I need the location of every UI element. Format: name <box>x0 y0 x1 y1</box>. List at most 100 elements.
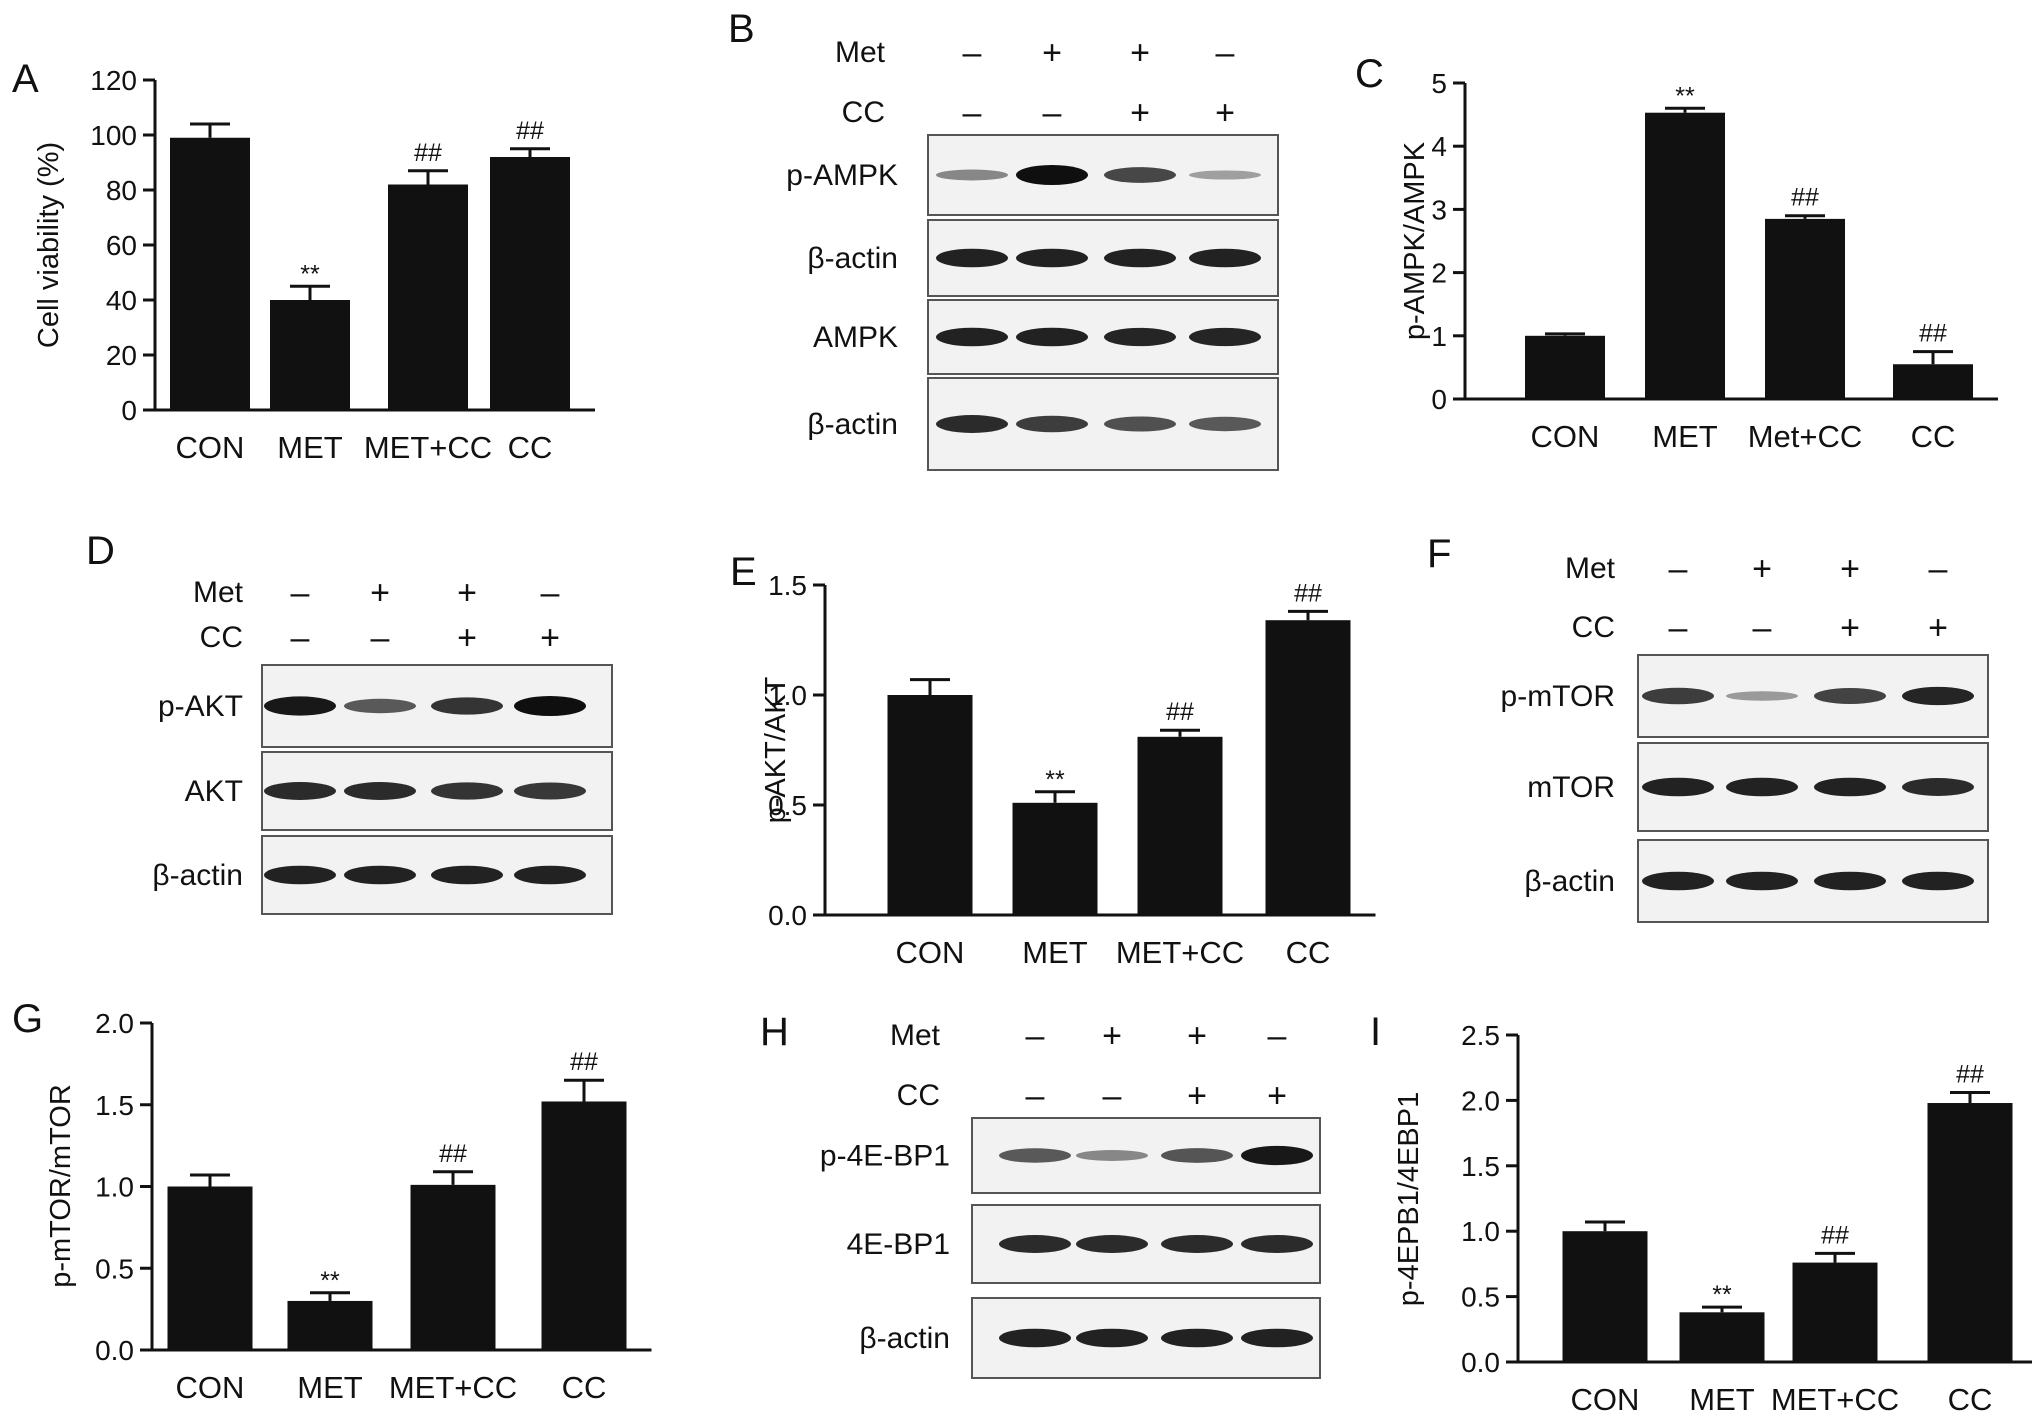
panel-letter-g: G <box>12 997 43 1041</box>
y-tick-label: 60 <box>106 230 137 261</box>
blot-b: Met – + + – CC – – + + p-AMPK β-actin AMPK β-actin <box>786 34 1279 471</box>
category-label: CON <box>1571 1382 1640 1417</box>
blot-band <box>999 1148 1071 1163</box>
panel-letter-i: I <box>1370 1010 1381 1054</box>
significance-mark: ## <box>1956 1061 1984 1089</box>
blot-row-label: β-actin <box>859 1322 950 1355</box>
treatment-label: Met <box>890 1019 941 1052</box>
significance-mark: ** <box>300 260 320 288</box>
bar-cc <box>1265 620 1351 915</box>
blot-band <box>999 1235 1071 1253</box>
treatment-sign: – <box>1753 609 1772 647</box>
treatment-sign: + <box>370 574 390 612</box>
chart-i: 0.0 0.5 1.0 1.5 2.0 2.5 p-4EPB1/4EBP1 CON ** MET #… <box>1393 1020 2032 1417</box>
y-axis-label: p-AMPK/AMPK <box>1399 141 1431 340</box>
y-tick-label: 1.5 <box>1461 1151 1500 1182</box>
treatment-sign: + <box>1102 1017 1122 1055</box>
blot-band <box>344 782 416 800</box>
y-tick-label: 0.0 <box>1461 1347 1500 1378</box>
blot-band <box>431 782 503 800</box>
blot-row-label: β-actin <box>152 859 243 892</box>
bar-con <box>170 137 250 410</box>
y-tick-label: 80 <box>106 175 137 206</box>
treatment-sign: – <box>371 619 390 657</box>
treatment-label: CC <box>200 621 243 654</box>
treatment-sign: – <box>1026 1077 1045 1115</box>
blot-row-label: p-4E-BP1 <box>820 1140 950 1173</box>
treatment-sign: + <box>1130 34 1150 72</box>
blot-band <box>1161 1235 1233 1253</box>
treatment-label: CC <box>897 1079 940 1112</box>
significance-mark: ## <box>1294 579 1322 607</box>
blot-band <box>1642 777 1714 797</box>
treatment-sign: + <box>1187 1077 1207 1115</box>
blot-band <box>1104 327 1176 347</box>
blot-band <box>999 1328 1071 1348</box>
y-axis-label: p-4EPB1/4EBP1 <box>1393 1092 1425 1306</box>
bar-con <box>167 1186 253 1350</box>
bar-cc <box>541 1101 627 1350</box>
treatment-label: Met <box>835 36 886 69</box>
treatment-label: Met <box>1565 552 1616 585</box>
blot-band <box>1104 248 1176 268</box>
category-label: CON <box>176 1370 245 1405</box>
blot-band <box>1076 1235 1148 1253</box>
bar-met-cc <box>410 1184 496 1350</box>
category-label: CC <box>1286 935 1331 970</box>
treatment-sign: + <box>1187 1017 1207 1055</box>
bar-met <box>1679 1312 1765 1362</box>
significance-mark: ## <box>1166 698 1194 726</box>
y-tick-label: 1.0 <box>1461 1216 1500 1247</box>
blot-row-label: AMPK <box>813 321 898 354</box>
blot-band <box>264 865 336 885</box>
treatment-sign: + <box>457 619 477 657</box>
category-label: MET <box>1022 935 1088 970</box>
significance-mark: ## <box>516 117 544 145</box>
bar-con <box>1525 335 1605 399</box>
panel-letter-a: A <box>12 57 39 101</box>
blot-f: Met – + + – CC – – + + p-mTOR mTOR β-actin <box>1501 550 1989 923</box>
y-tick-label: 1 <box>1431 321 1447 352</box>
chart-e: 0.0 0.5 1.0 1.5 p-AKT/AKT CON ** MET ## MET+CC ## C… <box>760 570 1376 970</box>
blot-band <box>1189 248 1261 268</box>
category-label: MET+CC <box>364 430 492 465</box>
bar-met <box>287 1300 373 1350</box>
treatment-sign: – <box>1103 1077 1122 1115</box>
treatment-sign: – <box>1216 34 1235 72</box>
category-label: CC <box>1911 419 1956 454</box>
significance-mark: ** <box>320 1267 340 1295</box>
treatment-sign: – <box>1669 550 1688 588</box>
treatment-label: CC <box>842 96 885 129</box>
blot-band <box>1076 1328 1148 1348</box>
treatment-sign: + <box>1130 94 1150 132</box>
blot-band <box>1189 416 1261 432</box>
significance-mark: ## <box>570 1048 598 1076</box>
blot-band <box>514 782 586 800</box>
y-tick-label: 120 <box>90 65 137 96</box>
y-tick-label: 4 <box>1431 131 1447 162</box>
category-label: MET+CC <box>389 1370 517 1405</box>
category-label: MET <box>1652 419 1718 454</box>
panel-letter-f: F <box>1427 532 1451 576</box>
blot-band <box>1642 871 1714 891</box>
category-label: CC <box>508 430 553 465</box>
bar-met <box>1012 802 1098 915</box>
significance-mark: ** <box>1675 82 1695 110</box>
significance-mark: ## <box>414 139 442 167</box>
blot-band <box>431 697 503 715</box>
significance-mark: ## <box>439 1140 467 1168</box>
significance-mark: ## <box>1821 1221 1849 1249</box>
treatment-sign: + <box>1215 94 1235 132</box>
blot-band <box>264 696 336 716</box>
blot-band <box>1726 871 1798 891</box>
bar-met-cc <box>1792 1262 1878 1362</box>
blot-band <box>1241 1235 1313 1253</box>
blot-band <box>1016 415 1088 433</box>
blot-band <box>1104 416 1176 432</box>
blot-band <box>936 415 1008 433</box>
blot-band <box>344 865 416 885</box>
bar-met-cc <box>388 184 468 410</box>
blot-d: Met – + + – CC – – + + p-AKT AKT β-actin <box>152 574 613 915</box>
y-tick-label: 0.0 <box>95 1335 134 1366</box>
blot-band <box>1902 871 1974 891</box>
